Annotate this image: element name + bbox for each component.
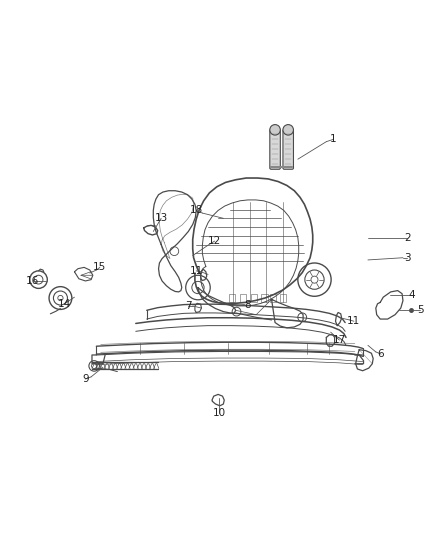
Bar	[270, 294, 276, 302]
Bar	[261, 294, 268, 302]
Text: 15: 15	[93, 262, 106, 272]
FancyBboxPatch shape	[283, 130, 293, 169]
Text: 8: 8	[244, 300, 251, 310]
Text: 7: 7	[185, 301, 192, 311]
Text: 3: 3	[404, 253, 411, 263]
FancyBboxPatch shape	[270, 130, 280, 169]
Circle shape	[283, 125, 293, 135]
Circle shape	[270, 125, 280, 135]
Text: 13: 13	[155, 213, 168, 223]
Bar	[251, 294, 257, 302]
Text: 12: 12	[208, 236, 221, 246]
Text: 2: 2	[404, 233, 411, 243]
Text: 17: 17	[333, 335, 346, 345]
Bar	[240, 294, 246, 302]
Text: 4: 4	[408, 290, 415, 300]
Text: 10: 10	[212, 408, 226, 418]
Text: 18: 18	[190, 205, 203, 215]
Text: 11: 11	[347, 316, 360, 326]
Text: 11: 11	[190, 266, 203, 276]
Text: 6: 6	[378, 349, 385, 359]
Text: 5: 5	[417, 305, 424, 316]
Text: 1: 1	[329, 134, 336, 144]
Text: 14: 14	[58, 298, 71, 309]
Text: 16: 16	[26, 276, 39, 286]
Text: 9: 9	[82, 374, 89, 384]
Bar	[229, 294, 235, 302]
Bar	[280, 294, 286, 302]
